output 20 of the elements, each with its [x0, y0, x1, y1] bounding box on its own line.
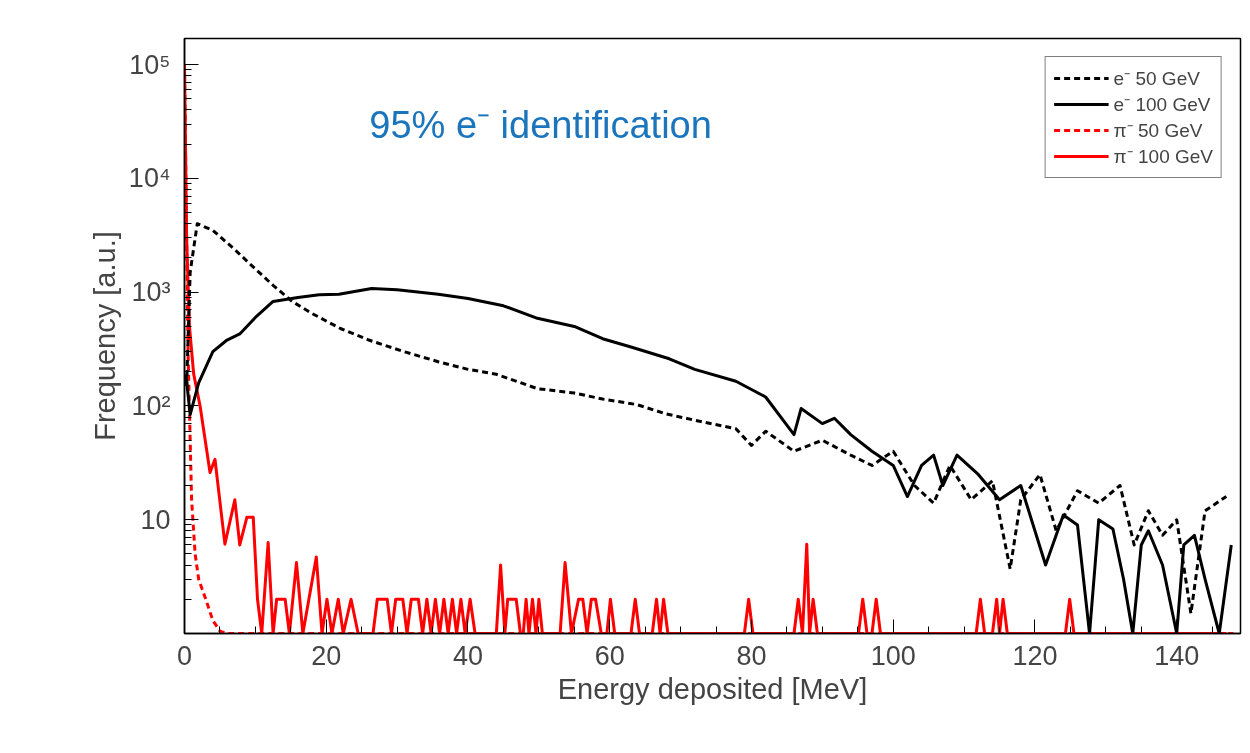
x-tick-label: 140	[1154, 640, 1200, 671]
y-tick-label: 10²	[131, 390, 171, 421]
legend-label: π⁻ 100 GeV	[1113, 145, 1213, 169]
x-tick-label: 40	[452, 640, 484, 671]
y-tick-label: 10³	[131, 277, 171, 308]
annotation: 95% e⁻ identification	[369, 103, 712, 146]
x-tick-label: 0	[176, 640, 193, 671]
legend-label: e⁻ 50 GeV	[1113, 67, 1200, 91]
y-tick-label: 10⁴	[128, 163, 171, 194]
x-tick-label: 80	[736, 640, 767, 671]
x-tick-label: 60	[594, 640, 625, 671]
x-tick-label: 120	[1012, 640, 1058, 671]
x-tick-label: 20	[311, 640, 342, 671]
y-tick-label: 10	[140, 504, 171, 535]
x-axis-title: Energy deposited [MeV]	[557, 672, 868, 705]
y-axis-title: Frequency [a.u.]	[88, 231, 121, 441]
x-tick-label: 100	[870, 640, 916, 671]
y-tick-label: 10⁵	[129, 49, 171, 80]
legend-label: e⁻ 100 GeV	[1113, 93, 1211, 117]
legend-label: π⁻ 50 GeV	[1113, 119, 1203, 143]
